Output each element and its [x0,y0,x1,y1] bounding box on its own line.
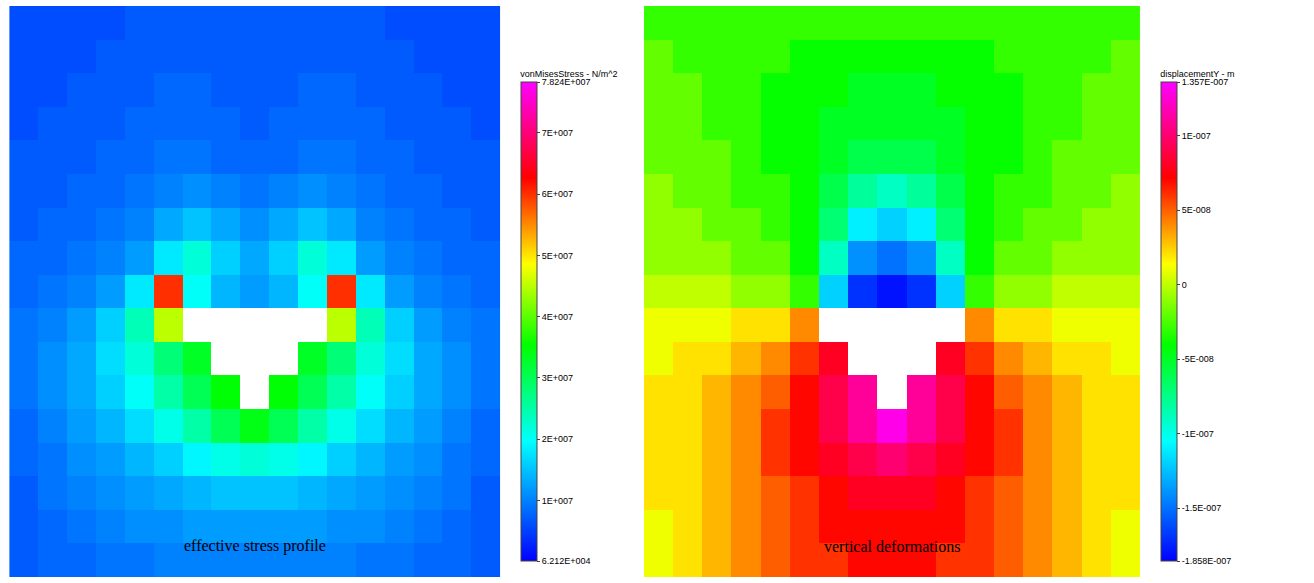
svg-text:effective stress profile: effective stress profile [184,537,326,555]
svg-text:3E+007: 3E+007 [542,373,573,383]
svg-text:1E+007: 1E+007 [542,496,573,506]
svg-text:7.824E+007: 7.824E+007 [542,77,591,87]
svg-text:5E+007: 5E+007 [542,251,573,261]
svg-text:4E+007: 4E+007 [542,312,573,322]
svg-text:6.212E+004: 6.212E+004 [542,556,591,566]
svg-text:-1.5E-007: -1.5E-007 [1182,503,1222,513]
svg-text:1E-007: 1E-007 [1182,131,1211,141]
svg-text:5E-008: 5E-008 [1182,205,1211,215]
svg-text:0: 0 [1182,280,1187,290]
svg-text:-1E-007: -1E-007 [1182,429,1214,439]
svg-text:7E+007: 7E+007 [542,128,573,138]
svg-text:2E+007: 2E+007 [542,434,573,444]
svg-text:-5E-008: -5E-008 [1182,354,1214,364]
svg-text:vertical deformations: vertical deformations [824,538,960,555]
svg-text:1.357E-007: 1.357E-007 [1182,77,1229,87]
svg-text:vonMisesStress - N/m^2: vonMisesStress - N/m^2 [520,69,617,79]
svg-text:6E+007: 6E+007 [542,189,573,199]
svg-text:displacementY - m: displacementY - m [1160,69,1234,79]
svg-text:-1.858E-007: -1.858E-007 [1182,556,1232,566]
